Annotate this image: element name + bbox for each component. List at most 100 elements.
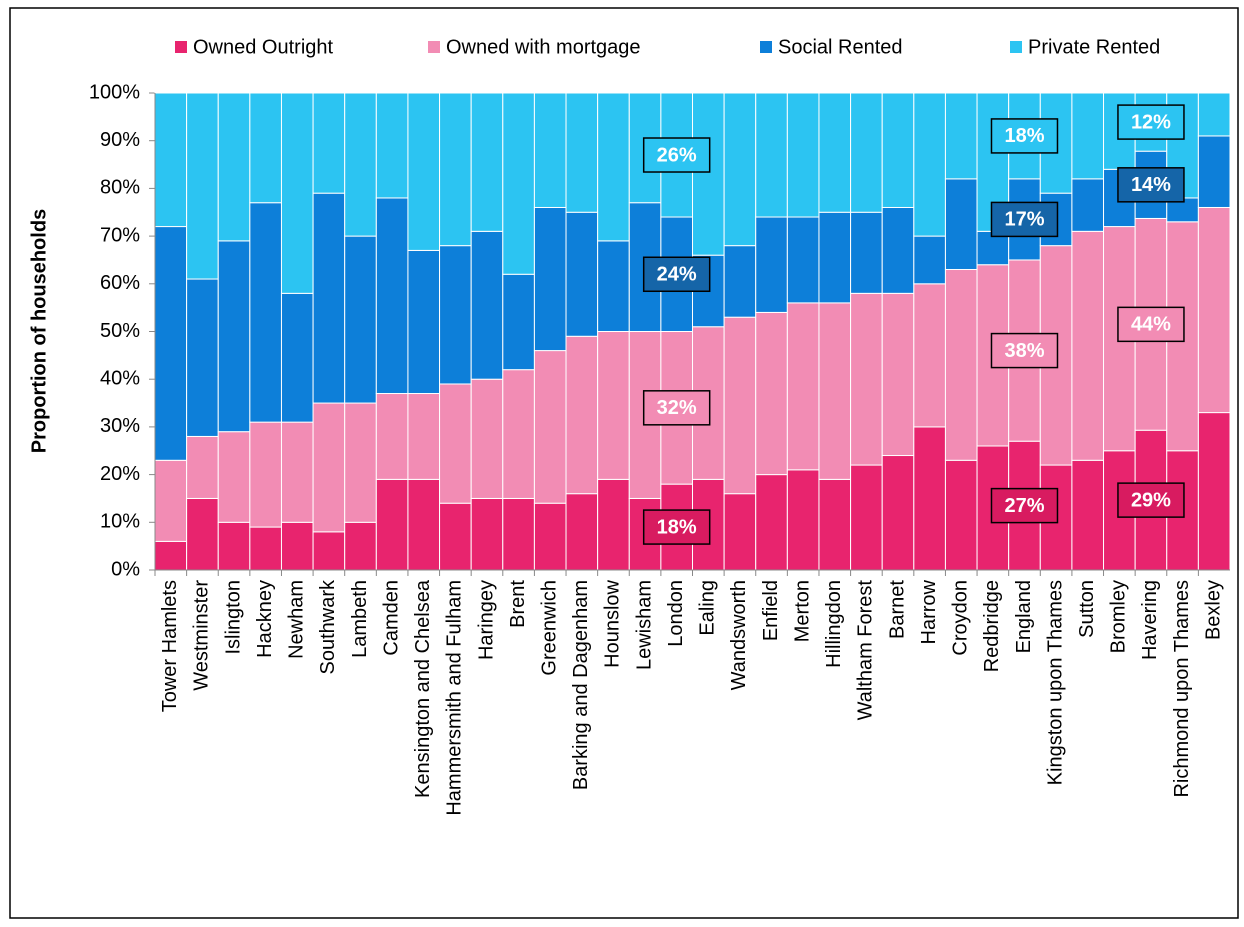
value-label-box xyxy=(1117,167,1185,203)
bar-segment xyxy=(755,92,788,218)
bar-segment xyxy=(818,92,852,213)
bar-segment xyxy=(217,431,251,523)
bar-segment xyxy=(755,474,788,571)
bar-segment xyxy=(280,421,314,523)
x-tick-label: Merton xyxy=(791,580,813,642)
bar-segment xyxy=(755,216,788,313)
value-label: 18% xyxy=(1004,125,1044,147)
bar-segment xyxy=(154,459,188,542)
value-label: 24% xyxy=(657,264,697,286)
bar-segment xyxy=(280,521,314,571)
x-tick-label: Havering xyxy=(1139,580,1161,660)
bar-segment xyxy=(407,92,441,251)
bar-segment xyxy=(597,331,630,480)
value-label: 18% xyxy=(657,516,697,538)
bar-segment xyxy=(913,283,946,428)
x-tick-label: Hackney xyxy=(254,580,276,658)
bar-segment xyxy=(533,350,567,504)
x-tick-label: Bromley xyxy=(1108,580,1130,653)
x-tick-label: Sutton xyxy=(1076,580,1098,638)
bar-segment xyxy=(439,383,472,504)
bar-segment xyxy=(597,92,630,242)
bar-segment xyxy=(186,278,219,437)
value-label-box xyxy=(1117,104,1185,140)
bar-segment xyxy=(565,335,599,495)
bar-segment xyxy=(818,478,852,571)
bar-segment xyxy=(154,540,188,571)
bar-segment xyxy=(881,292,915,457)
bar-segment xyxy=(881,206,915,294)
bar-segment xyxy=(249,526,282,571)
x-tick-label: Brent xyxy=(507,580,529,628)
bar-segment xyxy=(850,92,883,213)
bar-segment xyxy=(1197,135,1231,208)
y-axis-label: Proportion of households xyxy=(28,209,50,453)
bar-segment xyxy=(818,211,852,304)
y-tick-label: 100% xyxy=(89,81,140,103)
bar-segment xyxy=(312,531,346,571)
x-tick-label: Haringey xyxy=(475,580,497,660)
x-tick-label: Ealing xyxy=(697,580,719,636)
y-tick-label: 70% xyxy=(100,224,140,246)
bar-segment xyxy=(375,478,409,571)
value-label-box xyxy=(642,256,711,293)
bar-segment xyxy=(723,493,757,571)
x-tick-label: Waltham Forest xyxy=(855,580,877,721)
x-tick-label: Southwark xyxy=(317,579,339,674)
x-tick-label: Camden xyxy=(380,580,402,656)
bar-segment xyxy=(786,92,820,218)
bar-segment xyxy=(1071,230,1105,461)
bar-segment xyxy=(1071,459,1105,571)
y-tick-label: 90% xyxy=(100,129,140,151)
bar-segment xyxy=(375,92,409,199)
bar-segment xyxy=(850,464,883,571)
value-label: 29% xyxy=(1131,489,1171,511)
value-label: 32% xyxy=(657,397,697,419)
x-tick-label: Hillingdon xyxy=(823,580,845,668)
value-label: 27% xyxy=(1004,495,1044,517)
bar-segment xyxy=(280,92,314,294)
x-tick-label: Redbridge xyxy=(981,580,1003,672)
bar-segment xyxy=(249,92,282,204)
value-label-box xyxy=(1117,482,1185,518)
bar-segment xyxy=(344,521,377,571)
legend-swatch xyxy=(428,41,440,53)
value-label: 38% xyxy=(1004,340,1044,362)
y-tick-label: 80% xyxy=(100,177,140,199)
bar-segment xyxy=(312,192,346,404)
value-label-box xyxy=(1117,306,1185,343)
legend-label: Social Rented xyxy=(778,36,903,58)
bar-segment xyxy=(850,292,883,466)
bar-segment xyxy=(533,92,567,208)
x-tick-label: Newham xyxy=(286,580,308,659)
bar-segment xyxy=(217,521,251,571)
x-tick-label: Barking and Dagenham xyxy=(570,580,592,790)
bar-segment xyxy=(565,493,599,571)
x-tick-label: Kingston upon Thames xyxy=(1044,580,1066,785)
bar-segment xyxy=(407,393,441,480)
bar-segment xyxy=(786,302,820,471)
bar-segment xyxy=(154,226,188,461)
bar-segment xyxy=(439,245,472,385)
bar-segment xyxy=(1197,412,1231,571)
bar-segment xyxy=(502,92,535,275)
x-tick-label: Enfield xyxy=(760,580,782,641)
bar-segment xyxy=(944,459,978,571)
bar-segment xyxy=(692,92,725,256)
value-label-box xyxy=(642,390,711,426)
value-label-box xyxy=(990,201,1059,238)
x-tick-label: Harrow xyxy=(918,579,940,644)
bar-segment xyxy=(723,92,757,247)
y-tick-label: 30% xyxy=(100,415,140,437)
bar-segment xyxy=(470,497,504,571)
bar-segment xyxy=(280,292,314,423)
bar-segment xyxy=(186,92,219,280)
bar-segment xyxy=(312,402,346,533)
bar-segment xyxy=(944,178,978,270)
chart-border xyxy=(9,7,1239,919)
bar-segment xyxy=(154,92,188,228)
x-tick-label: Lewisham xyxy=(633,580,655,670)
bar-segment xyxy=(913,235,946,285)
bar-segment xyxy=(1071,92,1105,180)
